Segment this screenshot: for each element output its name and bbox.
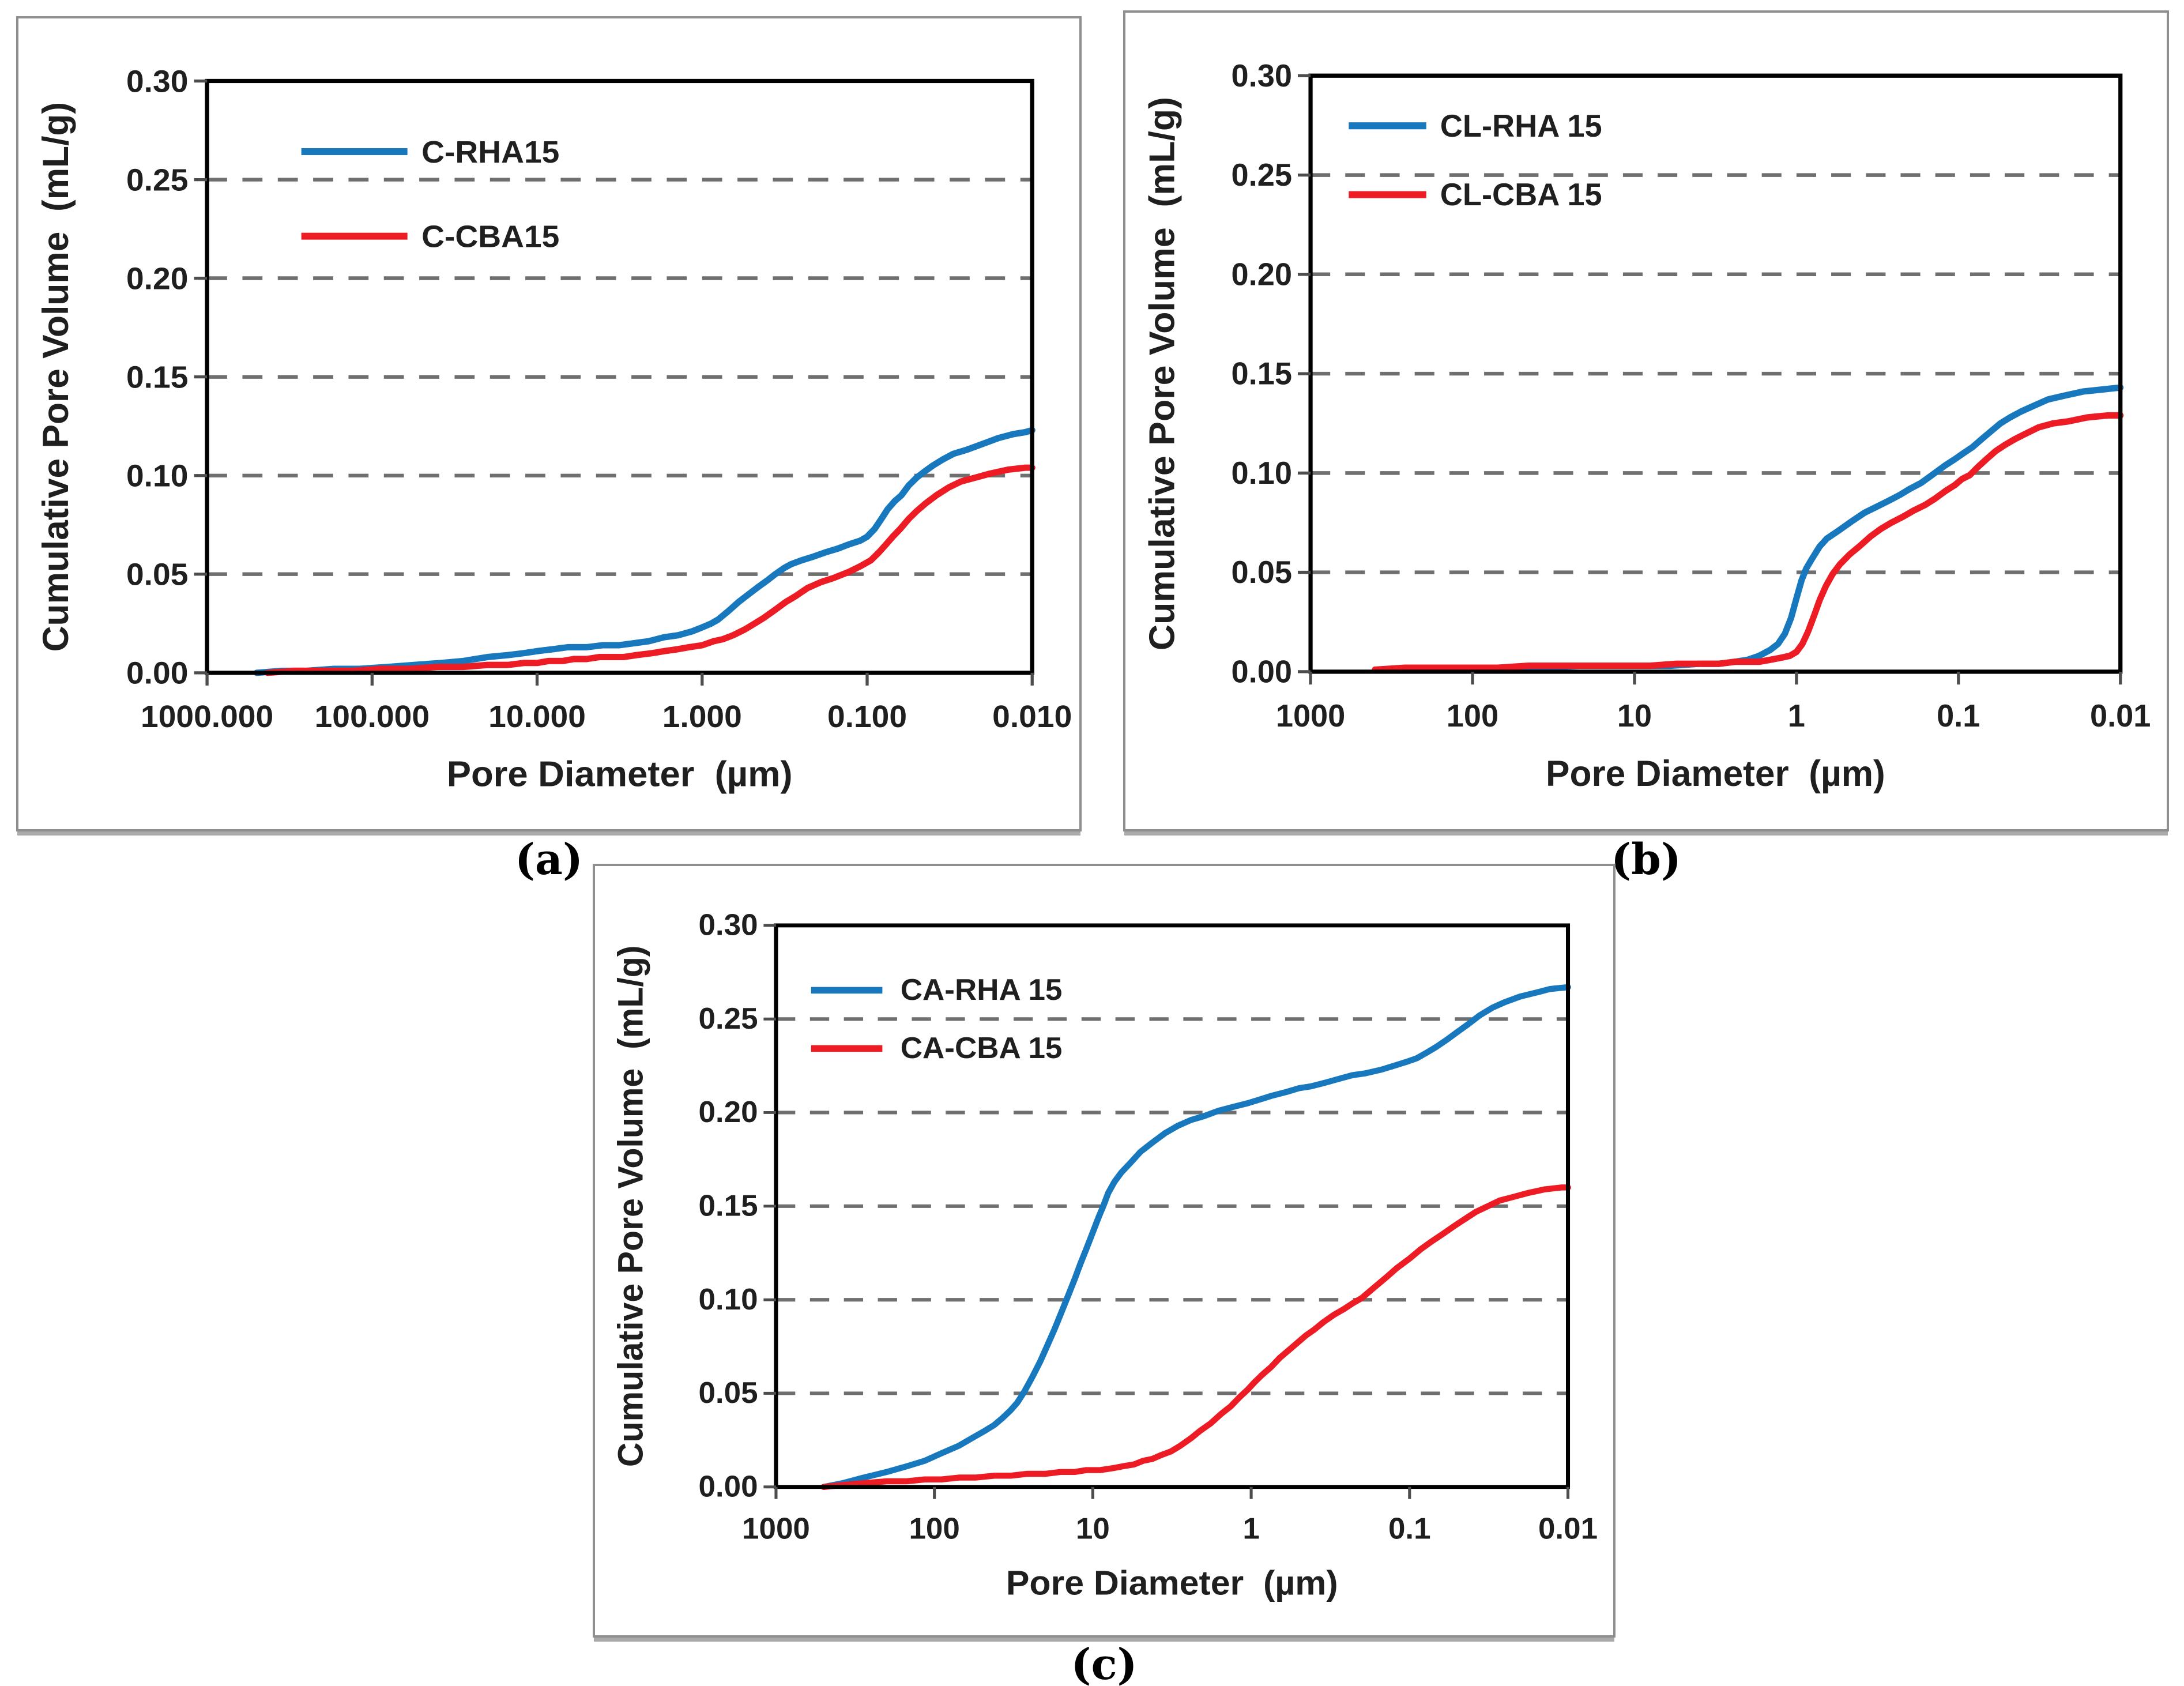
y-axis-title: Cumulative Pore Volume (mL/g) [35,102,76,652]
x-tick-label: 1000.000 [141,699,273,734]
y-tick-label: 0.25 [698,1003,758,1036]
y-tick-label: 0.10 [126,458,188,493]
x-tick-label: 0.01 [2090,698,2151,733]
series-line-C-CBA15 [264,464,1035,676]
y-tick-label: 0.10 [1232,456,1292,491]
y-tick-label: 0.30 [126,63,188,99]
gridlines [207,178,1033,576]
x-tick-label: 10 [1076,1512,1110,1545]
caption-a: (a) [515,835,583,885]
y-tick-label: 0.25 [126,162,188,197]
chart-a-pore-volume-plot: 1000.000 100.000 10.000 1.000 0.100 0.010 Pore… [35,63,1072,795]
y-tick-label: 0.20 [698,1096,758,1129]
y-tick-label: 0.05 [1232,555,1292,590]
x-axis-title: Pore Diameter (µm) [447,754,793,794]
x-tick-label: 100.000 [315,699,430,734]
y-tick-label: 0.25 [1232,157,1292,193]
legend: CA-RHA 15 CA-CBA 15 [811,974,1063,1065]
panel-b: 1000 100 10 1 0.1 0.01 Pore Diameter (µm) 0.00 0… [1123,10,2169,831]
series-line-CA-CBA 15 [820,1184,1571,1490]
y-axis: 0.00 0.05 0.10 0.15 0.20 0.25 0.30 Cumulative P… [35,63,208,691]
x-tick-label: 1000 [742,1512,810,1545]
y-tick-label: 0.00 [698,1470,758,1503]
gridlines [1311,173,2121,574]
legend-label-CL-RHA 15: CL-RHA 15 [1440,108,1602,144]
caption-b: (b) [1611,835,1681,885]
x-tick-label: 0.100 [827,699,907,734]
legend: CL-RHA 15 CL-CBA 15 [1349,108,1602,212]
legend-label-C-RHA15: C-RHA15 [421,134,559,169]
x-tick-label: 10.000 [488,699,586,734]
y-tick-label: 0.15 [126,359,188,394]
series-line-CA-RHA 15 [820,984,1571,1490]
x-axis: 1000.000 100.000 10.000 1.000 0.100 0.010 Pore… [141,672,1072,795]
y-tick-label: 0.20 [126,261,188,296]
y-axis-title: Cumulative Pore Volume (mL/g) [611,946,650,1467]
y-tick-label: 0.20 [1232,257,1292,292]
x-tick-label: 0.1 [1388,1512,1431,1545]
series-line-CL-CBA 15 [1372,412,2124,673]
y-tick-label: 0.30 [698,909,758,942]
x-tick-label: 100 [909,1512,959,1545]
y-axis: 0.00 0.05 0.10 0.15 0.20 0.25 0.30 Cumulative P… [1142,58,1311,690]
panel-a: 1000.000 100.000 10.000 1.000 0.100 0.010 Pore… [16,16,1082,831]
x-axis-title: Pore Diameter (µm) [1546,754,1885,794]
x-tick-label: 1.000 [662,699,742,734]
x-axis: 1000 100 10 1 0.1 0.01 Pore Diameter (µm) [742,1486,1598,1602]
caption-c: (c) [1071,1640,1138,1686]
legend-label-CA-RHA 15: CA-RHA 15 [901,974,1063,1007]
gridlines [775,1017,1568,1395]
x-axis-title: Pore Diameter (µm) [1006,1564,1338,1602]
x-tick-label: 10 [1617,698,1652,733]
y-tick-label: 0.00 [126,655,188,690]
x-tick-label: 100 [1447,698,1498,733]
series-line-CL-RHA 15 [1381,384,2124,673]
x-axis: 1000 100 10 1 0.1 0.01 Pore Diameter (µm) [1276,671,2151,794]
series-line-C-RHA15 [253,427,1035,676]
x-tick-label: 0.1 [1937,698,1980,733]
y-tick-label: 0.15 [1232,356,1292,391]
y-axis-title: Cumulative Pore Volume (mL/g) [1142,97,1183,650]
y-tick-label: 0.15 [698,1190,758,1222]
panel-c: 1000 100 10 1 0.1 0.01 Pore Diameter (µm) 0.00 0… [593,864,1616,1638]
y-tick-label: 0.05 [698,1377,758,1410]
y-tick-label: 0.30 [1232,58,1292,93]
x-tick-label: 1 [1788,698,1805,733]
y-tick-label: 0.05 [126,556,188,592]
x-tick-label: 1000 [1276,698,1345,733]
y-tick-label: 0.10 [698,1284,758,1316]
x-tick-label: 0.01 [1538,1512,1598,1545]
legend: C-RHA15 C-CBA15 [301,134,559,254]
legend-label-C-CBA15: C-CBA15 [421,219,559,254]
y-tick-label: 0.00 [1232,654,1292,689]
x-tick-label: 1 [1242,1512,1259,1545]
legend-label-CA-CBA 15: CA-CBA 15 [901,1032,1063,1065]
x-tick-label: 0.010 [992,699,1072,734]
y-axis: 0.00 0.05 0.10 0.15 0.20 0.25 0.30 Cumulative P… [611,909,776,1503]
legend-label-CL-CBA 15: CL-CBA 15 [1440,177,1602,212]
